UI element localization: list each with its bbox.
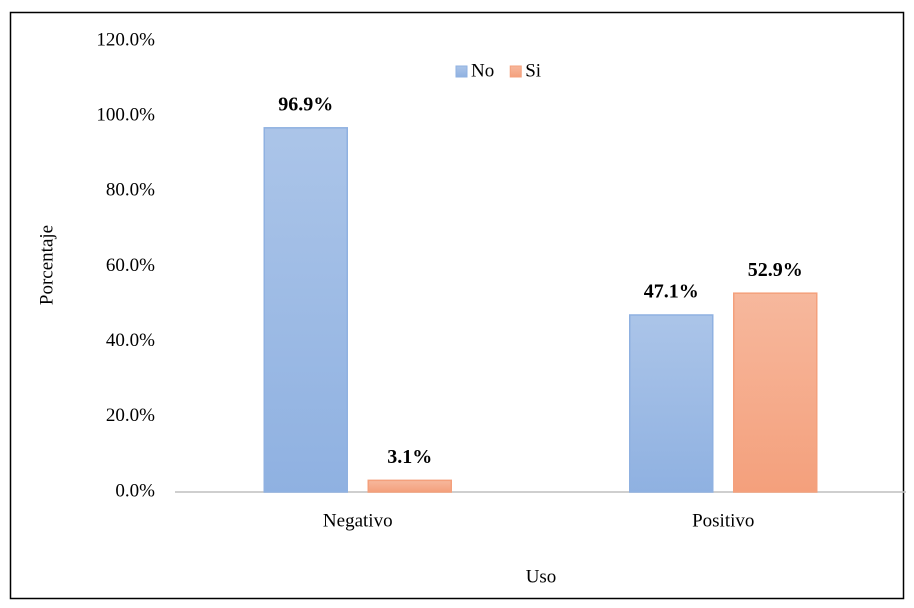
bar — [367, 479, 452, 493]
y-tick-label: 20.0% — [106, 405, 155, 426]
data-label: 52.9% — [748, 259, 803, 281]
y-tick-label: 40.0% — [106, 330, 155, 351]
y-tick-label: 120.0% — [96, 29, 155, 50]
bar — [629, 314, 714, 493]
data-label: 96.9% — [278, 93, 333, 115]
y-axis-label: Porcentaje — [36, 225, 57, 305]
y-tick-label: 0.0% — [115, 480, 155, 501]
legend-label: Si — [525, 60, 541, 81]
data-label: 47.1% — [644, 281, 699, 303]
y-tick-label: 80.0% — [106, 180, 155, 201]
x-tick-label: Negativo — [323, 510, 393, 531]
legend-swatch — [455, 65, 468, 78]
y-tick-label: 100.0% — [96, 105, 155, 126]
x-tick-label: Positivo — [692, 510, 754, 531]
x-axis-label: Uso — [526, 566, 557, 587]
bar — [263, 127, 348, 493]
bar — [733, 292, 818, 493]
data-label: 3.1% — [387, 446, 432, 468]
y-tick-label: 60.0% — [106, 255, 155, 276]
legend-swatch — [509, 65, 522, 78]
legend-label: No — [471, 60, 494, 81]
